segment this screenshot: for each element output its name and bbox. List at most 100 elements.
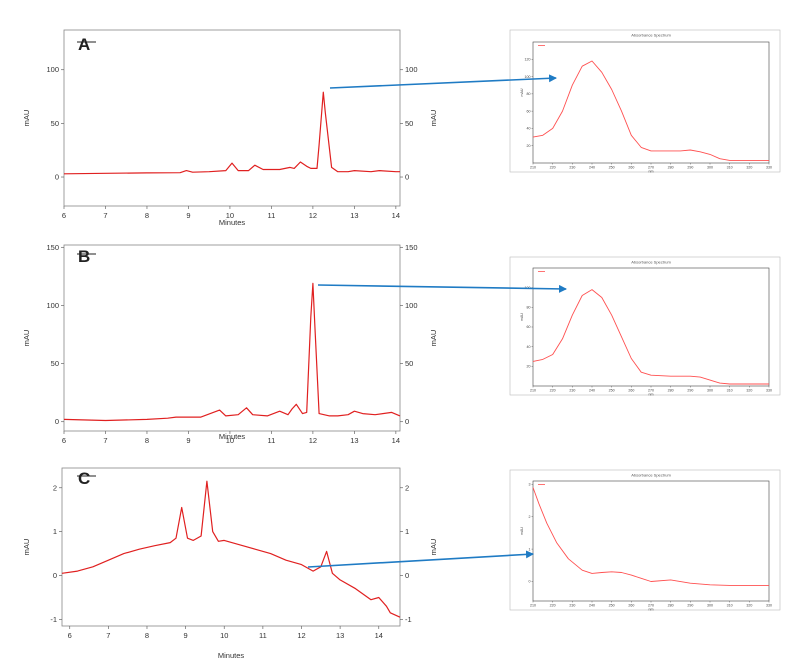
chrom-a-x-tick-label: 8 bbox=[145, 211, 149, 220]
chrom-c-y-tick-label-right: 2 bbox=[405, 483, 409, 492]
spectrum-b-x-tick-label: 330 bbox=[766, 389, 772, 393]
spectrum-b-plot-frame bbox=[532, 267, 770, 387]
spectrum-c-x-tick-label: 310 bbox=[727, 604, 733, 608]
spectrum-c-x-tick-label: 220 bbox=[550, 604, 556, 608]
chrom-a-y-tick-label-right: 100 bbox=[405, 65, 418, 74]
spectrum-a-x-tick-label: 290 bbox=[687, 166, 693, 170]
spectrum-a-x-tick-label: 210 bbox=[530, 166, 536, 170]
spectrum-b-x-tick-label: 220 bbox=[550, 389, 556, 393]
chrom-b-y-tick-label-left: 150 bbox=[46, 243, 59, 252]
chrom-a-y-axis-label-right: mAU bbox=[429, 110, 438, 127]
chrom-c-x-tick-label: 6 bbox=[68, 631, 72, 640]
spectrum-b-y-tick-label: 20 bbox=[527, 365, 531, 369]
spectrum-c-y-tick-label: 3 bbox=[529, 482, 531, 486]
arrow-c bbox=[307, 550, 534, 568]
spectrum-a-y-tick-label: 40 bbox=[527, 127, 531, 131]
spectrum-b-y-tick-label: 60 bbox=[527, 325, 531, 329]
spectrum-b-y-tick-label: 80 bbox=[527, 306, 531, 310]
spectrum-a-x-tick-label: 270 bbox=[648, 166, 654, 170]
arrow-b bbox=[317, 284, 567, 293]
chrom-c-x-tick-label: 14 bbox=[375, 631, 383, 640]
chrom-a-chart: 6 7 8 9 10 11 12 13 14 0 50 100 0 50 100 Minutes mAU mAU A bbox=[22, 29, 438, 227]
chrom-a-y-axis-label-left: mAU bbox=[22, 110, 31, 127]
spectrum-a-y-tick-label: 20 bbox=[527, 144, 531, 148]
chrom-c-panel-letter: C bbox=[78, 469, 90, 488]
spectrum-a-x-tick-label: 250 bbox=[609, 166, 615, 170]
chrom-a-y-tick-label-left: 50 bbox=[51, 119, 59, 128]
spectrum-c-x-tick-label: 240 bbox=[589, 604, 595, 608]
spectrum-b-y-tick-label: 40 bbox=[527, 345, 531, 349]
chrom-b-panel-letter: B bbox=[78, 247, 90, 266]
spectrum-b-x-tick-label: 280 bbox=[668, 389, 674, 393]
spectrum-c-x-tick-label: 210 bbox=[530, 604, 536, 608]
spectrum-a-plot-frame bbox=[532, 41, 770, 164]
spectrum-a-x-tick-label: 320 bbox=[746, 166, 752, 170]
spectrum-c-x-tick-label: 320 bbox=[746, 604, 752, 608]
chrom-b-y-tick-label-right: 150 bbox=[405, 243, 418, 252]
spectrum-b-x-tick-label: 210 bbox=[530, 389, 536, 393]
spectrum-b-title: Absorbance Spectrum bbox=[631, 260, 671, 265]
chrom-c-y-axis-label-right: mAU bbox=[429, 539, 438, 556]
chrom-b-y-tick-label-right: 50 bbox=[405, 359, 413, 368]
chrom-b-y-axis-label-left: mAU bbox=[22, 330, 31, 347]
spectrum-c-title: Absorbance Spectrum bbox=[631, 473, 671, 478]
chrom-c-y-tick-label-right: 1 bbox=[405, 527, 409, 536]
spectrum-b-chart: Absorbance Spectrum 210 220 230 240 250 260 270… bbox=[509, 256, 781, 397]
spectrum-a-y-tick-label: 60 bbox=[527, 109, 531, 113]
chrom-a-x-tick-label: 12 bbox=[309, 211, 317, 220]
chrom-a-trace bbox=[63, 91, 400, 175]
chrom-b-y-tick-label-left: 50 bbox=[51, 359, 59, 368]
spectrum-c-y-tick-label: 1 bbox=[529, 547, 531, 551]
chrom-b-x-tick-label: 11 bbox=[268, 436, 276, 445]
spectrum-b-x-tick-label: 270 bbox=[648, 389, 654, 393]
chrom-c-y-tick-label-right: 0 bbox=[405, 571, 409, 580]
chrom-a-y-tick-label-left: 0 bbox=[55, 173, 59, 182]
chrom-b-x-tick-label: 10 bbox=[226, 436, 234, 445]
spectrum-b-trace bbox=[532, 289, 769, 385]
chrom-a-panel-letter: A bbox=[78, 35, 90, 54]
chrom-c-y-tick-label-left: 0 bbox=[53, 571, 57, 580]
spectrum-a-y-tick-label: 100 bbox=[525, 75, 531, 79]
spectrum-c-x-tick-label: 230 bbox=[569, 604, 575, 608]
chrom-b-x-tick-label: 13 bbox=[350, 436, 358, 445]
chrom-a-x-tick-label: 14 bbox=[392, 211, 400, 220]
chrom-c-y-tick-label-left: 1 bbox=[53, 527, 57, 536]
chrom-c-y-tick-label-right: -1 bbox=[405, 615, 412, 624]
spectrum-c-x-tick-label: 290 bbox=[687, 604, 693, 608]
spectrum-a-title: Absorbance Spectrum bbox=[631, 33, 671, 38]
chrom-b-plot-frame bbox=[63, 244, 401, 432]
spectrum-c-x-tick-label: 250 bbox=[609, 604, 615, 608]
chrom-a-x-tick-label: 7 bbox=[103, 211, 107, 220]
spectrum-b-x-tick-label: 230 bbox=[569, 389, 575, 393]
spectrum-b-x-tick-label: 250 bbox=[609, 389, 615, 393]
chrom-b-x-tick-label: 14 bbox=[392, 436, 400, 445]
chrom-b-y-tick-label-right: 0 bbox=[405, 417, 409, 426]
chrom-a-plot-frame bbox=[63, 29, 401, 207]
chrom-b-x-tick-label: 7 bbox=[103, 436, 107, 445]
chrom-c-x-tick-label: 7 bbox=[106, 631, 110, 640]
spectrum-c-y-axis-label: mAU bbox=[520, 527, 524, 535]
spectrum-c-y-tick-label: 2 bbox=[529, 515, 531, 519]
chrom-c-x-tick-label: 12 bbox=[297, 631, 305, 640]
chrom-c-x-tick-label: 11 bbox=[259, 631, 267, 640]
spectrum-b-x-tick-label: 290 bbox=[687, 389, 693, 393]
spectrum-a-x-tick-label: 310 bbox=[727, 166, 733, 170]
chrom-b-y-tick-label-left: 100 bbox=[46, 301, 59, 310]
chrom-a-x-tick-label: 10 bbox=[226, 211, 234, 220]
spectrum-a-y-tick-label: 120 bbox=[525, 57, 531, 61]
chrom-a-x-axis-label: Minutes bbox=[219, 218, 246, 227]
chrom-b-y-tick-label-right: 100 bbox=[405, 301, 418, 310]
spectrum-a-x-tick-label: 280 bbox=[668, 166, 674, 170]
chrom-b-x-tick-label: 12 bbox=[309, 436, 317, 445]
spectrum-b-x-tick-label: 310 bbox=[727, 389, 733, 393]
spectrum-c-trace bbox=[532, 487, 769, 586]
chrom-a-y-tick-label-left: 100 bbox=[46, 65, 59, 74]
chrom-b-y-axis-label-right: mAU bbox=[429, 330, 438, 347]
chrom-c-x-axis-label: Minutes bbox=[218, 651, 245, 660]
spectrum-c-plot-frame bbox=[532, 480, 770, 602]
spectrum-a-x-axis-label: nm bbox=[649, 170, 654, 174]
chrom-a-y-tick-label-right: 50 bbox=[405, 119, 413, 128]
